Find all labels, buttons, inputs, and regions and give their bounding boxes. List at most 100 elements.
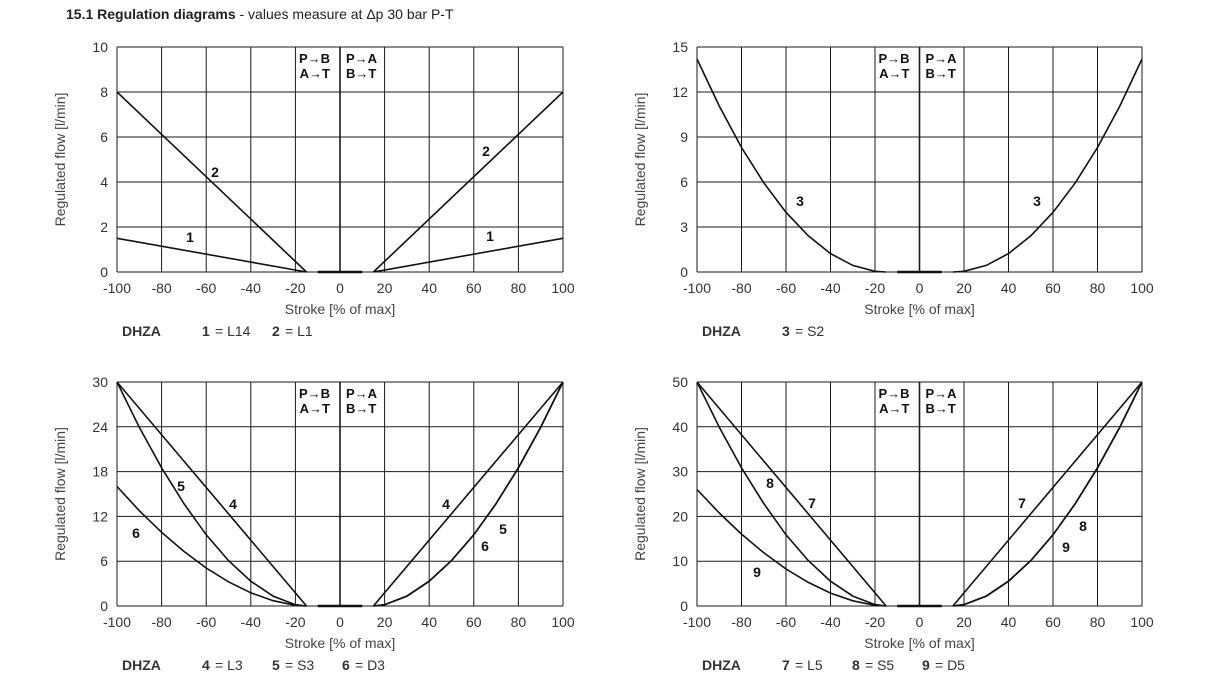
- x-tick-label: 0: [916, 614, 924, 630]
- series-3-right-curve: [952, 58, 1143, 273]
- flow-direction-label: B→T: [926, 66, 956, 81]
- y-tick-label: 15: [672, 39, 688, 55]
- x-tick-label: -60: [776, 280, 796, 296]
- caption-series-code: = S3: [285, 657, 314, 673]
- y-tick-label: 30: [672, 464, 688, 480]
- series-1-left-curve: [116, 237, 307, 273]
- caption-series-number: 5: [272, 657, 280, 673]
- x-tick-label: -100: [103, 614, 131, 630]
- caption-model: DHZA: [702, 323, 741, 339]
- flow-direction-label: P→B: [299, 386, 330, 401]
- y-tick-label: 3: [680, 219, 688, 235]
- x-tick-label: 80: [511, 614, 527, 630]
- series-5-left-curve: [116, 381, 307, 607]
- x-tick-label: -20: [865, 280, 885, 296]
- caption-series-number: 2: [272, 323, 280, 339]
- series-2-right-label: 2: [482, 143, 490, 159]
- series-4-right-curve: [372, 381, 564, 607]
- x-tick-label: 0: [336, 614, 344, 630]
- y-tick-label: 0: [680, 264, 688, 280]
- caption-series-code: = D5: [935, 657, 965, 673]
- x-tick-label: -80: [731, 280, 751, 296]
- y-axis-label: Regulated flow [l/min]: [52, 427, 68, 561]
- series-7-right-label: 7: [1018, 495, 1026, 511]
- series-2-left-curve: [116, 91, 308, 273]
- y-tick-label: 9: [680, 129, 688, 145]
- caption-model: DHZA: [122, 657, 161, 673]
- x-axis-label: Stroke [% of max]: [864, 301, 974, 317]
- x-tick-label: -80: [151, 280, 171, 296]
- flow-direction-label: A→T: [879, 66, 909, 81]
- flow-direction-label: P→B: [878, 51, 909, 66]
- caption-series-code: = S2: [795, 323, 824, 339]
- caption: DHZA: [122, 657, 161, 673]
- caption-series-code: = L14: [215, 323, 251, 339]
- series-8-left-curve: [696, 381, 887, 607]
- chart-3: -100 -80 -60 -40 -20 0 20 40 60 80 100 0 6 12 18 24 30 St…: [52, 374, 575, 673]
- x-axis-label: Stroke [% of max]: [285, 301, 395, 317]
- x-tick-label: 60: [1045, 614, 1061, 630]
- series-5-right-label: 5: [499, 521, 507, 537]
- caption-series-number: 7: [782, 657, 790, 673]
- series-6-left-label: 6: [132, 525, 140, 541]
- flow-direction-label: A→T: [300, 401, 330, 416]
- flow-direction-label: A→T: [879, 401, 909, 416]
- x-tick-label: -100: [683, 280, 711, 296]
- x-tick-label: 80: [1090, 280, 1106, 296]
- caption-series-code: = S5: [865, 657, 894, 673]
- series-4-left-curve: [116, 381, 308, 607]
- caption-series-number: 4: [202, 657, 210, 673]
- x-tick-label: -100: [683, 614, 711, 630]
- y-tick-label: 8: [100, 84, 108, 100]
- x-tick-label: -40: [241, 280, 261, 296]
- series-1-right-curve: [373, 237, 564, 273]
- x-tick-label: 40: [421, 614, 437, 630]
- flow-direction-label: P→A: [926, 386, 958, 401]
- x-tick-label: 0: [336, 280, 344, 296]
- caption-model: DHZA: [122, 323, 161, 339]
- chart-4: -100 -80 -60 -40 -20 0 20 40 60 80 100 0 10 20 30 40 50 S…: [632, 374, 1154, 673]
- series-3-left-label: 3: [796, 193, 804, 209]
- series-9-left-label: 9: [753, 564, 761, 580]
- caption-series-number: 3: [782, 323, 790, 339]
- series-6-right-label: 6: [481, 538, 489, 554]
- series-8-left-label: 8: [766, 475, 774, 491]
- y-tick-label: 10: [672, 553, 688, 569]
- y-tick-label: 0: [100, 264, 108, 280]
- x-tick-label: 60: [466, 614, 482, 630]
- x-tick-label: 100: [1130, 280, 1154, 296]
- y-axis-label: Regulated flow [l/min]: [52, 93, 68, 227]
- y-tick-label: 0: [680, 598, 688, 614]
- x-tick-label: -20: [285, 280, 305, 296]
- series-7-left-curve: [696, 381, 887, 607]
- caption-series-number: 8: [852, 657, 860, 673]
- series-4-left-label: 4: [229, 496, 237, 512]
- flow-direction-label: P→B: [878, 386, 909, 401]
- series-6-right-curve: [373, 381, 564, 607]
- flow-direction-label: B→T: [346, 401, 376, 416]
- x-tick-label: 60: [1045, 280, 1061, 296]
- y-tick-label: 18: [92, 464, 108, 480]
- caption-model: DHZA: [702, 657, 741, 673]
- series-6-left-curve: [116, 485, 307, 607]
- caption-series-code: = L1: [285, 323, 313, 339]
- series-2-right-curve: [372, 91, 564, 273]
- series-7-right-curve: [952, 381, 1143, 607]
- series-9-right-curve: [952, 381, 1143, 607]
- y-tick-label: 24: [92, 419, 108, 435]
- flow-direction-label: A→T: [300, 66, 330, 81]
- series-2-left-label: 2: [211, 164, 219, 180]
- y-tick-label: 30: [92, 374, 108, 390]
- flow-direction-label: B→T: [926, 401, 956, 416]
- x-tick-label: 80: [511, 280, 527, 296]
- x-tick-label: 0: [916, 280, 924, 296]
- y-tick-label: 0: [100, 598, 108, 614]
- x-tick-label: -100: [103, 280, 131, 296]
- y-tick-label: 50: [672, 374, 688, 390]
- caption-series-number: 6: [342, 657, 350, 673]
- flow-direction-label: B→T: [346, 66, 376, 81]
- x-axis-label: Stroke [% of max]: [285, 635, 395, 651]
- caption-series-code: = L3: [215, 657, 243, 673]
- y-tick-label: 12: [92, 508, 108, 524]
- series-3-right-label: 3: [1033, 193, 1041, 209]
